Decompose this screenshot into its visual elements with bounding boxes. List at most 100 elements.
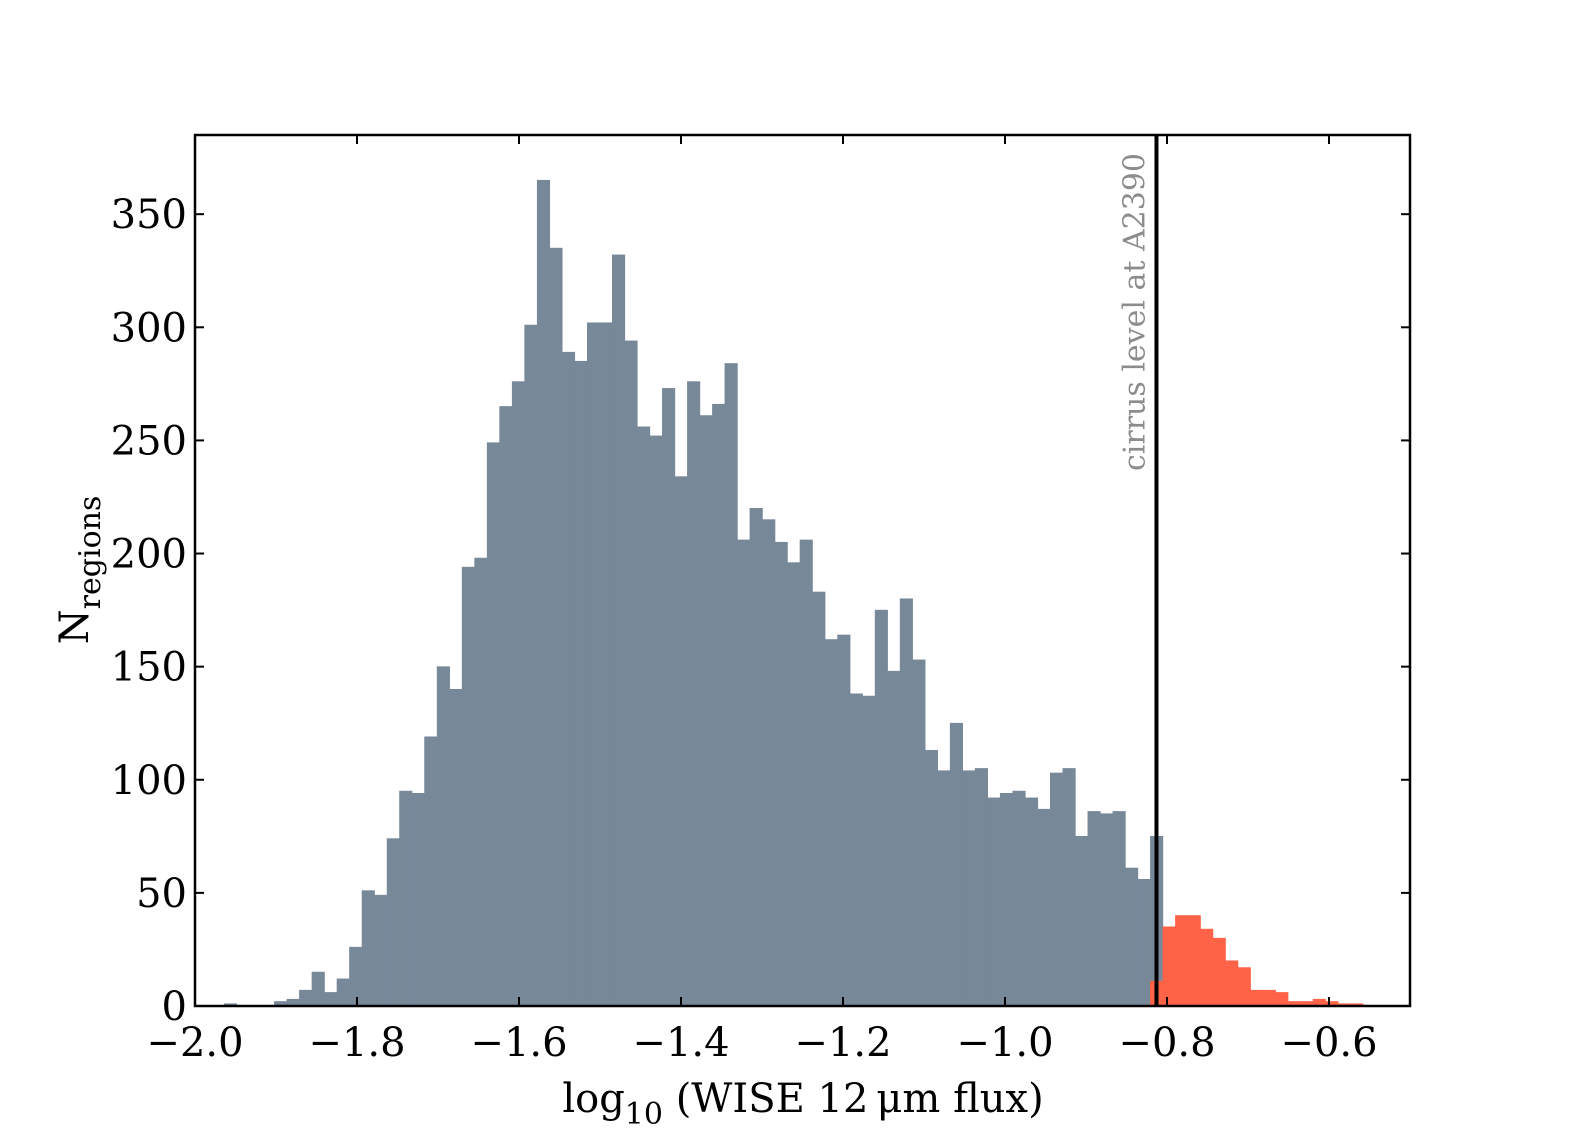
bar-below-threshold [399,790,413,1007]
bar-below-threshold [787,562,801,1007]
y-tick-label: 300 [111,305,187,351]
bar-below-threshold [349,946,363,1007]
bar-below-threshold [599,322,613,1007]
bar-below-threshold [499,406,513,1007]
bar-below-threshold [424,736,438,1007]
bar-below-threshold [937,770,951,1007]
bar-below-threshold [612,254,626,1007]
bar-below-threshold [624,340,638,1007]
x-tick-label: −0.8 [1118,1020,1215,1066]
y-tick-label: 200 [111,532,187,578]
bar-below-threshold [662,388,676,1007]
bar-below-threshold [461,566,475,1007]
y-tick-label: 50 [136,871,187,917]
bar-below-threshold [637,426,651,1007]
bar-below-threshold [1100,813,1114,1007]
bars-layer [224,179,1364,1007]
axes-layer: −2.0 −1.8 −1.6 −1.4 −1.2 −1.0 −0.8 −0.6 0 50 100 15… [111,133,1412,1066]
bar-above-threshold [1237,967,1251,1007]
bar-above-threshold [1162,926,1176,1007]
y-axis-label: Nregions [52,496,108,645]
bar-below-threshold [962,770,976,1007]
x-axis-label-sub: 10 [625,1097,663,1132]
bar-above-threshold [1175,915,1189,1007]
bar-below-threshold [799,539,813,1007]
bar-below-threshold [1112,811,1126,1007]
x-axis-label: log10 (WISE 12 μm flux) [562,1076,1043,1132]
bar-below-threshold [374,894,388,1007]
bar-below-threshold [336,978,350,1007]
bar-below-threshold [436,666,450,1007]
labels-layer: log10 (WISE 12 μm flux) Nregions [52,496,1044,1132]
bar-below-threshold [474,557,488,1007]
bar-below-threshold [1062,768,1076,1007]
bar-below-threshold [486,442,500,1007]
plot-frame [193,133,1412,1008]
bar-below-threshold [999,793,1014,1007]
bar-below-threshold [849,693,863,1007]
bar-below-threshold [862,695,876,1007]
bar-below-threshold [824,639,838,1007]
bar-below-threshold [386,838,400,1007]
x-tick-label: −1.8 [308,1020,405,1066]
bar-below-threshold [874,609,888,1007]
y-tick-label: 100 [111,758,187,804]
bar-below-threshold [1024,797,1039,1007]
y-tick-label: 0 [162,984,187,1030]
x-tick-label: −1.2 [794,1020,891,1066]
bar-above-threshold [1275,992,1289,1007]
bar-below-threshold [549,247,563,1007]
y-axis-label-sub: regions [73,496,108,610]
y-axis-label-main: N [52,609,98,644]
bar-below-threshold [687,381,701,1007]
bar-below-threshold [712,403,726,1007]
bar-below-threshold [299,989,313,1007]
bar-below-threshold [737,539,751,1007]
bar-below-threshold [1012,790,1026,1007]
bar-below-threshold [649,435,663,1007]
bar-below-threshold [586,322,601,1007]
bar-below-threshold [311,971,325,1007]
y-tick-label: 250 [111,418,187,464]
bar-above-threshold [1200,928,1214,1007]
bar-below-threshold [1137,879,1151,1007]
x-tick-label: −1.0 [956,1020,1053,1066]
bar-below-threshold [837,634,851,1007]
bar-below-threshold [561,351,576,1007]
bar-below-threshold [899,598,913,1007]
bar-below-threshold [912,659,926,1007]
bar-below-threshold [699,415,713,1007]
x-tick-label: −1.6 [470,1020,567,1066]
x-tick-label: −1.4 [632,1020,729,1066]
bar-above-threshold [1250,989,1264,1007]
bar-below-threshold [812,591,826,1007]
bar-below-threshold [1125,867,1139,1007]
bar-above-threshold [1225,960,1239,1007]
x-axis-label-pre: log [562,1076,624,1122]
bar-below-threshold [449,688,463,1007]
bar-below-threshold [749,507,763,1007]
bar-above-threshold [1262,989,1276,1007]
bar-below-threshold [1049,772,1064,1007]
bar-below-threshold [1075,836,1089,1007]
bar-below-threshold [1087,811,1101,1007]
bar-below-threshold [1037,808,1051,1007]
threshold-label: cirrus level at A2390 [1117,153,1152,471]
bar-below-threshold [774,541,788,1007]
bar-below-threshold [536,179,551,1007]
x-axis-label-post: (WISE 12 μm flux) [663,1076,1044,1122]
bar-below-threshold [974,768,989,1007]
threshold-layer: cirrus level at A2390 [1117,135,1159,1006]
bar-below-threshold [987,797,1001,1007]
x-tick-label: −0.6 [1280,1020,1377,1066]
bar-below-threshold [411,793,425,1007]
bar-below-threshold [724,363,738,1007]
bar-below-threshold [674,476,688,1007]
bar-below-threshold [524,324,538,1007]
bar-below-threshold [762,519,776,1007]
bar-below-threshold [324,992,338,1007]
bar-above-threshold [1212,937,1226,1007]
bar-below-threshold [574,360,588,1007]
bar-below-threshold [887,670,901,1007]
